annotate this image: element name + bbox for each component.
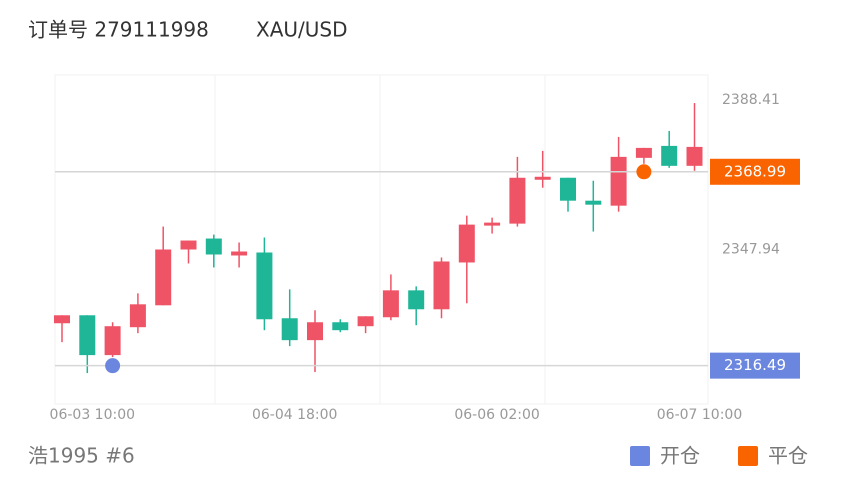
candle-body [484, 222, 501, 226]
legend-swatch [738, 446, 758, 466]
candle-body [54, 315, 70, 324]
price-tag [710, 158, 800, 185]
y-tick-label: 2388.41 [722, 92, 780, 108]
candle-body [408, 290, 425, 310]
legend-label: 平仓 [768, 444, 808, 468]
candle-body [281, 318, 298, 341]
candle-body [433, 261, 450, 310]
trade-point [105, 358, 121, 374]
order-title: 订单号 279111998 [28, 18, 209, 42]
legend-swatch [630, 446, 650, 466]
price-tag-label: 2316.49 [724, 356, 786, 374]
x-tick-label: 06-06 02:00 [454, 407, 539, 423]
candle-body [155, 249, 172, 306]
x-tick-label: 06-04 18:00 [252, 407, 337, 423]
candle-body [79, 315, 96, 356]
candle-body [560, 177, 576, 201]
candle-body [661, 145, 678, 166]
x-tick-label: 06-07 10:00 [657, 407, 742, 423]
candle-body [509, 177, 526, 224]
candle-body [205, 238, 222, 255]
legend-label: 开仓 [660, 444, 700, 468]
x-tick-label: 06-03 10:00 [50, 407, 135, 423]
symbol: XAU/USD [256, 18, 348, 42]
candle-body [635, 147, 652, 158]
footer: 浩1995 #6 [28, 444, 135, 468]
candle-body [585, 200, 602, 205]
candle-body [382, 290, 399, 318]
candle-body [129, 304, 146, 328]
candle-body [357, 316, 374, 327]
plot-frame [54, 74, 709, 405]
candle-body [458, 224, 475, 263]
candle-body [307, 322, 323, 341]
price-tag-label: 2368.99 [724, 162, 786, 180]
y-tick-label: 2347.94 [722, 242, 780, 258]
candle-body [256, 252, 273, 320]
candle-body [332, 322, 349, 331]
candle-body [610, 156, 627, 206]
candle-body [686, 146, 703, 166]
candle-body [231, 251, 248, 256]
trade-point [636, 164, 652, 180]
candle-body [104, 326, 121, 356]
price-tag [710, 352, 800, 379]
candle-body [180, 240, 197, 250]
candle-body [534, 176, 551, 180]
